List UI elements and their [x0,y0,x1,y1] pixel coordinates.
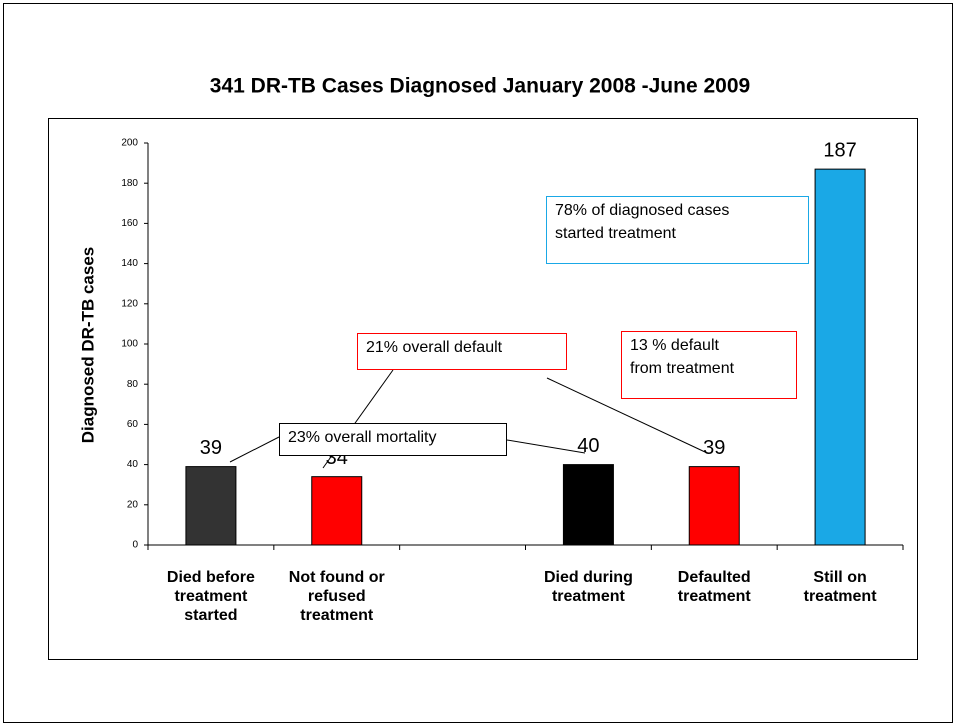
value-label: 40 [577,435,599,457]
annotation: 21% overall default [357,333,567,370]
bar [311,476,363,546]
y-tick-label: 180 [121,178,138,189]
y-tick-label: 40 [127,459,139,470]
y-tick-label: 20 [127,499,139,510]
plot-border [48,118,918,660]
x-tick-label: Not found or refused treatment [288,569,385,624]
annotation: 78% of diagnosed cases started treatment [546,196,809,264]
y-axis-label: Diagnosed DR-TB cases [78,247,97,444]
bar [562,464,614,546]
annotation: 13 % default from treatment [621,331,797,399]
bar [814,168,866,546]
value-label: 39 [703,437,725,459]
y-tick-label: 200 [121,138,138,149]
connector [506,439,586,454]
connector [229,436,280,463]
value-label: 39 [200,437,222,459]
y-tick-label: 160 [121,218,138,229]
outer-border [3,3,953,723]
chart-title: 341 DR-TB Cases Diagnosed January 2008 -… [210,75,750,98]
bar [185,466,237,546]
y-tick-label: 80 [127,379,139,390]
y-tick-label: 60 [127,419,139,430]
y-tick-label: 120 [121,298,138,309]
x-tick-label: Defaulted treatment [677,569,751,605]
y-tick-label: 100 [121,339,138,350]
value-label: 187 [823,139,856,161]
bar [688,466,740,546]
y-tick-label: 0 [132,540,138,551]
connector [546,377,706,453]
x-tick-label: Still on treatment [803,569,877,605]
x-tick-label: Died before treatment started [166,569,255,624]
x-tick-label: Died during treatment [543,569,633,605]
y-tick-label: 140 [121,258,138,269]
annotation: 23% overall mortality [279,423,507,456]
